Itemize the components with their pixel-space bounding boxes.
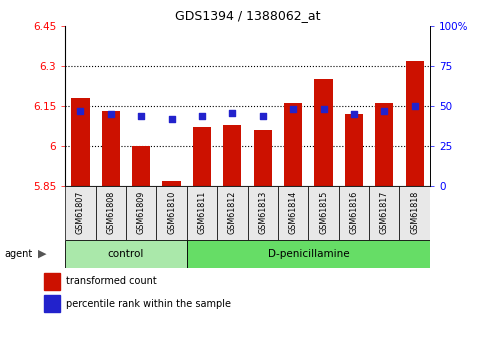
Text: transformed count: transformed count [67, 276, 157, 286]
Bar [369, 186, 399, 240]
Bar [44, 273, 60, 290]
Point [259, 113, 267, 118]
Bar [44, 295, 60, 313]
Bar [96, 186, 126, 240]
Bar [193, 128, 211, 186]
Bar [126, 186, 156, 240]
Title: GDS1394 / 1388062_at: GDS1394 / 1388062_at [175, 9, 320, 22]
Text: control: control [108, 249, 144, 259]
Bar [132, 146, 150, 186]
Bar [278, 186, 308, 240]
Bar [217, 186, 248, 240]
Point [168, 116, 175, 122]
Text: GSM61811: GSM61811 [198, 190, 206, 234]
Text: GSM61809: GSM61809 [137, 190, 146, 234]
Text: percentile rank within the sample: percentile rank within the sample [67, 299, 231, 309]
Bar [314, 79, 333, 186]
Point [228, 110, 236, 115]
Point [320, 107, 327, 112]
Point [289, 107, 297, 112]
Point [411, 103, 419, 109]
Point [198, 113, 206, 118]
Bar [308, 186, 339, 240]
Text: GSM61810: GSM61810 [167, 190, 176, 234]
Text: GSM61815: GSM61815 [319, 190, 328, 234]
Text: GSM61812: GSM61812 [228, 190, 237, 234]
Bar [156, 186, 187, 240]
Text: GSM61818: GSM61818 [410, 190, 419, 234]
Point [381, 108, 388, 114]
Text: GSM61817: GSM61817 [380, 190, 389, 234]
Point [137, 113, 145, 118]
Bar [187, 186, 217, 240]
Bar [162, 181, 181, 186]
Point [350, 111, 358, 117]
Point [76, 108, 84, 114]
Bar [187, 240, 430, 268]
Bar [339, 186, 369, 240]
Bar [375, 104, 394, 186]
Text: agent: agent [5, 249, 33, 259]
Bar [223, 125, 242, 186]
Text: D-penicillamine: D-penicillamine [268, 249, 349, 259]
Point [107, 111, 114, 117]
Text: GSM61808: GSM61808 [106, 190, 115, 234]
Bar [71, 98, 89, 186]
Bar [406, 61, 424, 186]
Bar [65, 186, 96, 240]
Text: GSM61813: GSM61813 [258, 190, 267, 234]
Text: GSM61816: GSM61816 [349, 190, 358, 234]
Bar [399, 186, 430, 240]
Bar [248, 186, 278, 240]
Bar [284, 104, 302, 186]
Bar [254, 130, 272, 186]
Text: GSM61814: GSM61814 [289, 190, 298, 234]
Bar [345, 114, 363, 186]
Bar [65, 240, 187, 268]
Text: GSM61807: GSM61807 [76, 190, 85, 234]
Bar [102, 111, 120, 186]
Text: ▶: ▶ [38, 249, 47, 259]
